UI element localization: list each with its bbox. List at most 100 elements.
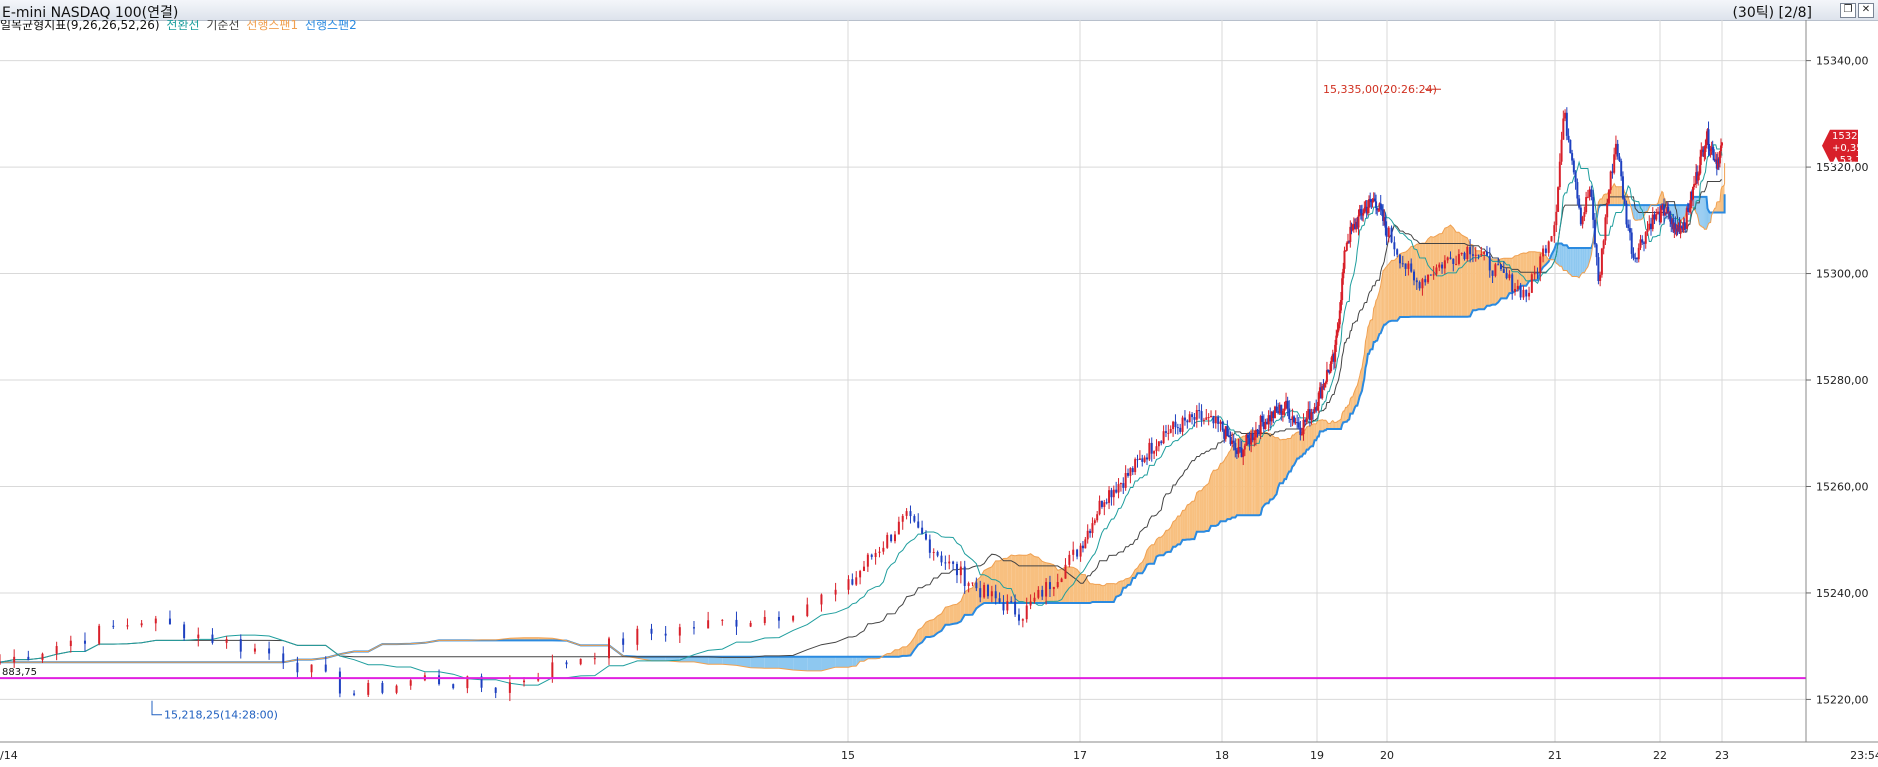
cloud-segment: [1111, 583, 1114, 603]
cloud-segment: [1182, 510, 1185, 540]
cloud-segment: [1414, 244, 1417, 317]
cloud-segment: [1170, 521, 1174, 552]
cloud-segment: [1517, 253, 1521, 291]
candle-body: [1131, 468, 1134, 473]
candle-body: [268, 648, 271, 654]
candle-body: [1267, 415, 1270, 425]
cloud-segment: [1359, 370, 1361, 397]
candle-body: [1717, 158, 1720, 164]
cloud-segment: [929, 619, 934, 638]
candle-body: [1665, 213, 1668, 215]
cloud-segment: [1254, 430, 1256, 516]
candle-body: [1659, 206, 1662, 223]
candle-body: [1685, 208, 1688, 229]
candle-body: [1567, 135, 1570, 140]
candle-body: [1664, 213, 1667, 216]
candle-body: [1565, 112, 1568, 136]
candle-body: [1278, 404, 1281, 414]
candle-body: [1308, 409, 1311, 421]
candle-body: [1614, 143, 1617, 155]
candle-body: [1285, 400, 1288, 409]
cloud-segment: [1559, 243, 1562, 267]
cloud-segment: [1612, 183, 1615, 206]
candle-body: [1530, 274, 1533, 293]
candle-body: [1370, 199, 1373, 203]
candle-body: [917, 521, 920, 528]
candle-body: [1122, 483, 1125, 488]
candle-body: [1699, 156, 1702, 174]
candle-body: [1108, 490, 1111, 503]
candle-body: [1590, 189, 1593, 197]
candle-body: [168, 618, 171, 625]
candle-body: [1694, 183, 1697, 185]
candle-body: [678, 627, 681, 636]
candle-body: [1172, 421, 1175, 430]
candle-body: [1569, 139, 1572, 154]
candle-body: [1449, 257, 1452, 259]
timeframe-label[interactable]: (30틱) [2/8]: [1732, 5, 1812, 21]
candle-body: [1564, 112, 1567, 119]
restore-icon[interactable]: ❐: [1840, 3, 1856, 18]
candle-body: [27, 656, 30, 661]
candle-body: [211, 634, 214, 643]
candle-body: [1604, 217, 1607, 241]
candle-body: [983, 585, 986, 598]
cloud-segment: [964, 589, 969, 615]
candle-body: [1683, 222, 1686, 226]
candle-body: [1221, 421, 1224, 430]
candle-body: [1696, 172, 1699, 181]
candle-body: [1373, 198, 1376, 202]
candle-body: [1709, 150, 1712, 152]
cloud-segment: [1696, 196, 1698, 215]
candle-body: [1385, 227, 1388, 237]
low-marker: [151, 700, 162, 716]
ichimoku-cloud: [283, 183, 1725, 671]
cloud-segment: [1377, 294, 1379, 341]
cloud-segment: [1643, 205, 1646, 217]
candle-body: [1068, 554, 1071, 565]
candle-body: [777, 616, 780, 621]
candle-body: [1086, 530, 1089, 540]
candle-body: [1620, 160, 1623, 177]
cloud-segment: [1566, 245, 1569, 274]
candle-body: [1544, 248, 1547, 253]
candle-body: [1706, 129, 1709, 139]
cloud-segment: [736, 656, 751, 668]
candle-body: [1651, 214, 1654, 230]
candle-body: [692, 627, 695, 629]
title-bar: E-mini NASDAQ 100(연결) (30틱) [2/8] ❐ ✕: [0, 0, 1878, 21]
cloud-segment: [1714, 208, 1716, 213]
cloud-segment: [891, 649, 895, 657]
cloud-segment: [1346, 405, 1348, 422]
candle-body: [1682, 222, 1685, 231]
candle-body: [1650, 223, 1653, 230]
cloud-segment: [1323, 420, 1325, 432]
cloud-segment: [1104, 583, 1107, 603]
cloud-segment: [821, 656, 836, 671]
candle-body: [1376, 207, 1379, 211]
candle-body: [1245, 434, 1248, 446]
candle-body: [1164, 431, 1167, 433]
candle-body: [1679, 226, 1682, 234]
candle-body: [792, 616, 795, 621]
candle-body: [1202, 419, 1205, 421]
candle-body: [847, 579, 850, 590]
candle-body: [1352, 224, 1355, 226]
candle-body: [1305, 417, 1308, 423]
candle-body: [890, 534, 893, 542]
candle-body: [1677, 225, 1680, 232]
candle-body: [1401, 263, 1404, 265]
cloud-segment: [1247, 432, 1250, 516]
candle-body: [1471, 254, 1474, 256]
cloud-segment: [1399, 252, 1403, 318]
candle-body: [913, 516, 916, 522]
cloud-segment: [1563, 245, 1566, 271]
candle-body: [1332, 354, 1335, 362]
candle-body: [438, 675, 441, 685]
candle-body: [1525, 289, 1528, 297]
close-icon[interactable]: ✕: [1858, 3, 1874, 18]
x-tick-label: 15: [841, 749, 855, 762]
cloud-segment: [1701, 196, 1703, 228]
candle-body: [1355, 221, 1358, 230]
cloud-segment: [1698, 196, 1700, 225]
